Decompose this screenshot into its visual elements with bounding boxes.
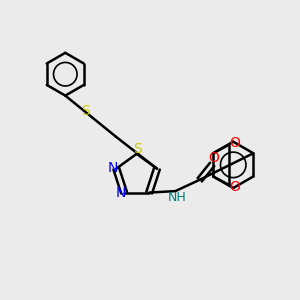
Text: O: O bbox=[208, 152, 219, 165]
Text: N: N bbox=[107, 161, 118, 175]
Text: NH: NH bbox=[168, 191, 187, 204]
Text: N: N bbox=[115, 186, 126, 200]
Text: S: S bbox=[133, 142, 142, 155]
Text: O: O bbox=[230, 136, 241, 150]
Text: S: S bbox=[81, 104, 90, 118]
Text: O: O bbox=[230, 180, 241, 194]
